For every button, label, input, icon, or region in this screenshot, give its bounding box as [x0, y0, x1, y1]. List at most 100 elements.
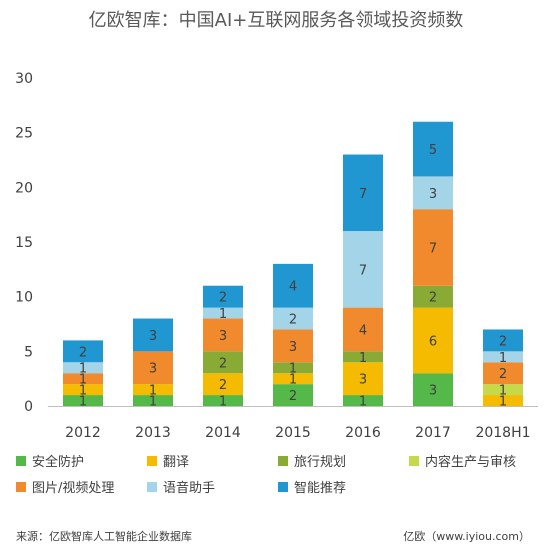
- legend-swatch-1: [147, 456, 157, 466]
- bar-segment-2014-s6: [203, 285, 243, 308]
- bar-segment-2014-s5: [203, 307, 243, 319]
- bar-segment-2016-s6: [343, 154, 383, 232]
- bar-value-label-2017-s0: 3: [429, 384, 437, 399]
- y-tick-label-30: 30: [15, 71, 33, 87]
- bar-segment-2016-s2: [343, 351, 383, 363]
- bar-segment-2016-s1: [343, 362, 383, 396]
- y-axis: 0 5 10 15 20 25 30: [15, 71, 33, 415]
- bar-segment-2015-s1: [273, 373, 313, 385]
- bar-value-label-2017-s4: 7: [429, 241, 437, 256]
- bar-value-label-2018h1-s1: 1: [499, 395, 507, 410]
- bar-segment-2012-s6: [63, 340, 103, 363]
- bar-value-label-2015-s4: 3: [289, 340, 297, 355]
- legend-swatch-5: [147, 482, 157, 492]
- bar-segment-2012-s1: [63, 384, 103, 396]
- bar-segment-2018h1-s5: [483, 351, 523, 363]
- bar-segment-2013-s1: [133, 384, 173, 396]
- bar-value-label-2015-s0: 2: [289, 389, 297, 404]
- legend-swatch-4: [16, 482, 26, 492]
- chart-title: 亿欧智库：中国AI+互联网服务各领域投资频数: [88, 10, 464, 31]
- bar-value-label-2017-s5: 3: [429, 187, 437, 202]
- bar-value-label-2013-s1: 1: [149, 384, 157, 399]
- bar-value-label-2013-s4: 3: [149, 362, 157, 377]
- bar-segment-2015-s4: [273, 329, 313, 363]
- bar-value-label-2013-s6: 3: [149, 329, 157, 344]
- source-note: 来源：亿欧智库人工智能企业数据库: [16, 530, 192, 543]
- bar-segment-2017-s0: [413, 373, 453, 406]
- bar-value-label-2012-s6: 2: [79, 345, 87, 360]
- y-tick-label-20: 20: [15, 180, 33, 196]
- legend-swatch-3: [409, 456, 419, 466]
- bar-value-label-2016-s4: 4: [359, 323, 367, 338]
- bar-value-label-2016-s5: 7: [359, 263, 367, 278]
- bar-segment-2015-s6: [273, 263, 313, 308]
- bar-segment-2015-s0: [273, 384, 313, 406]
- bar-segment-2017-s5: [413, 176, 453, 210]
- bar-segment-2016-s0: [343, 395, 383, 406]
- legend-label-1: 翻译: [163, 455, 189, 470]
- bar-segment-2015-s2: [273, 362, 313, 374]
- bar-value-label-2018h1-s3: 1: [499, 384, 507, 399]
- bar-segment-2014-s0: [203, 395, 243, 406]
- bar-value-label-2015-s5: 2: [289, 313, 297, 328]
- bar-segment-2012-s0: [63, 395, 103, 406]
- bar-value-label-2018h1-s6: 2: [499, 334, 507, 349]
- bar-segment-2014-s4: [203, 318, 243, 352]
- bar-segment-2017-s4: [413, 209, 453, 286]
- bar-value-label-2015-s2: 1: [289, 362, 297, 377]
- bar-value-label-2018h1-s4: 2: [499, 367, 507, 382]
- bar-segment-2017-s1: [413, 307, 453, 374]
- x-axis: 2012 2013 2014 2015 2016 2017 2018H1: [65, 425, 530, 441]
- bar-value-label-2012-s0: 1: [79, 395, 87, 410]
- bar-segment-2013-s6: [133, 318, 173, 352]
- legend-label-0: 安全防护: [32, 454, 84, 470]
- legend-swatch-2: [278, 456, 288, 466]
- bar-segment-2018h1-s1: [483, 395, 523, 406]
- bar-value-label-2016-s1: 3: [359, 373, 367, 388]
- bar-value-label-2014-s5: 1: [219, 307, 227, 322]
- y-tick-label-0: 0: [24, 399, 33, 415]
- bar-segment-2018h1-s6: [483, 329, 523, 352]
- bar-segment-2015-s5: [273, 307, 313, 330]
- bar-value-label-2014-s2: 2: [219, 356, 227, 371]
- bar-value-label-2017-s1: 6: [429, 334, 437, 349]
- site-credit: 亿欧（www.iyiou.com）: [403, 530, 530, 543]
- bar-value-label-2016-s2: 1: [359, 351, 367, 366]
- y-tick-label-5: 5: [24, 344, 33, 360]
- bar-value-label-2014-s4: 3: [219, 329, 227, 344]
- bar-segment-2013-s4: [133, 351, 173, 385]
- legend-label-6: 智能推荐: [294, 481, 346, 496]
- legend-label-4: 图片/视频处理: [32, 481, 114, 496]
- legend-swatch-6: [278, 482, 288, 492]
- bar-segment-2018h1-s3: [483, 384, 523, 396]
- x-tick-label-2015: 2015: [275, 425, 311, 441]
- bar-segment-2012-s4: [63, 373, 103, 385]
- x-tick-label-2016: 2016: [345, 425, 381, 441]
- bar-value-label-2015-s1: 1: [289, 373, 297, 388]
- bar-value-label-2013-s0: 1: [149, 395, 157, 410]
- bar-segment-2016-s4: [343, 307, 383, 352]
- bar-segment-2014-s2: [203, 351, 243, 374]
- legend-label-2: 旅行规划: [294, 455, 346, 470]
- legend-label-3: 内容生产与审核: [425, 454, 516, 470]
- legend-swatch-0: [16, 456, 26, 466]
- bar-value-label-2016-s6: 7: [359, 187, 367, 202]
- bar-segment-2016-s5: [343, 231, 383, 308]
- y-tick-label-15: 15: [15, 235, 33, 251]
- bar-segment-2012-s5: [63, 362, 103, 374]
- y-tick-label-25: 25: [15, 126, 33, 142]
- bar-value-label-2014-s6: 2: [219, 291, 227, 306]
- bar-segment-2014-s1: [203, 373, 243, 396]
- x-tick-label-2017: 2017: [415, 425, 451, 441]
- bar-value-label-2014-s1: 2: [219, 378, 227, 393]
- y-tick-label-10: 10: [15, 290, 33, 306]
- bar-segment-2018h1-s4: [483, 362, 523, 385]
- x-tick-label-2013: 2013: [135, 425, 171, 441]
- x-tick-label-2014: 2014: [205, 425, 241, 441]
- bar-value-label-2018h1-s5: 1: [499, 351, 507, 366]
- bar-value-label-2012-s1: 1: [79, 384, 87, 399]
- bar-value-label-2014-s0: 1: [219, 395, 227, 410]
